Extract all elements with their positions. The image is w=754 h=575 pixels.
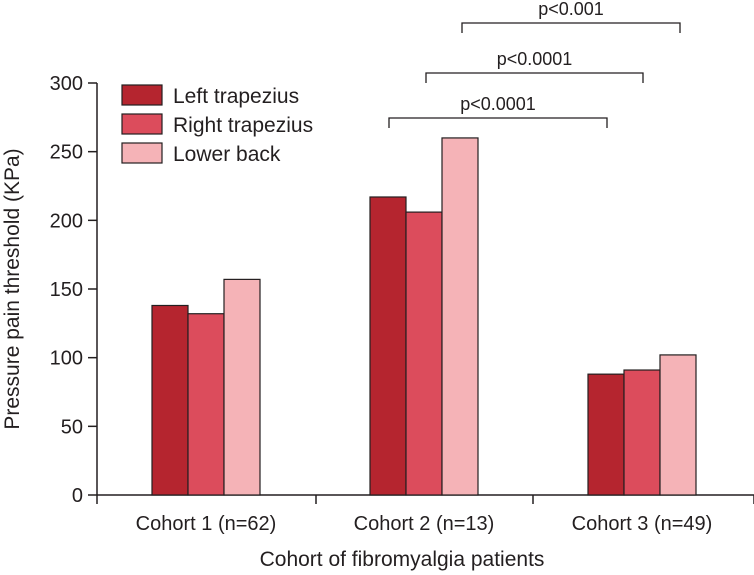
- bar: [369, 196, 407, 496]
- bar: [223, 278, 261, 496]
- legend-label: Lower back: [173, 143, 281, 166]
- legend-label: Right trapezius: [173, 114, 313, 137]
- significance-label: p<0.0001: [497, 49, 573, 69]
- plot-area: 0 50 100 150 200 250 300 Cohort 1 (n=62) Cohort …: [50, 73, 754, 535]
- x-tick-label: Cohort 3 (n=49): [572, 513, 713, 535]
- bar: [623, 369, 661, 496]
- legend-label: Left trapezius: [173, 85, 299, 108]
- x-axis-title: Cohort of fibromyalgia patients: [260, 548, 545, 571]
- significance-annotations: p<0.0001 p<0.0001 p<0.001: [388, 0, 681, 128]
- y-tick-label: 200: [50, 210, 83, 232]
- bar: [587, 373, 625, 496]
- legend-swatch: [121, 142, 163, 164]
- bar: [187, 313, 225, 496]
- y-tick-label: 300: [50, 73, 83, 95]
- x-tick-label: Cohort 1 (n=62): [136, 513, 277, 535]
- significance-bracket: [425, 72, 644, 83]
- x-tick-label: Cohort 2 (n=13): [354, 513, 495, 535]
- y-tick-label: 250: [50, 142, 83, 164]
- bar: [405, 211, 443, 496]
- significance-label: p<0.001: [538, 0, 604, 19]
- bar: [151, 304, 189, 496]
- y-tick-label: 0: [72, 485, 83, 507]
- legend-swatch: [121, 84, 163, 106]
- y-tick-label: 150: [50, 279, 83, 301]
- bar: [441, 137, 479, 496]
- significance-bracket: [388, 117, 608, 128]
- legend: Left trapezius Right trapezius Lower back: [121, 84, 313, 166]
- bar: [659, 354, 697, 496]
- y-tick-label: 100: [50, 348, 83, 370]
- significance-bracket: [461, 22, 681, 33]
- y-tick-label: 50: [61, 416, 83, 438]
- significance-label: p<0.0001: [460, 94, 536, 114]
- legend-swatch: [121, 113, 163, 135]
- y-axis-title: Pressure pain threshold (KPa): [1, 148, 24, 429]
